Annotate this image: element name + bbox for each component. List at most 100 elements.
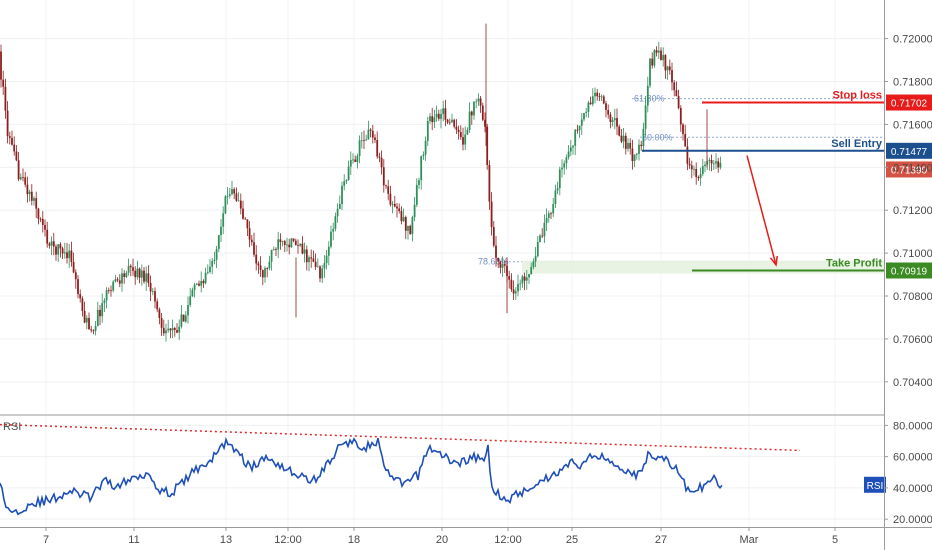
candle-body — [594, 92, 596, 97]
candle-body — [382, 167, 385, 186]
candle-body — [132, 267, 134, 271]
candle-body — [136, 268, 139, 278]
time-tick-label: 12:00 — [274, 534, 302, 546]
candle-body — [613, 118, 616, 121]
candle-body — [473, 101, 475, 116]
candle-body — [435, 113, 438, 118]
candle-body — [11, 137, 13, 145]
rsi-current-text: RSI — [867, 481, 884, 492]
candle-body — [352, 159, 354, 161]
candle-body — [48, 243, 51, 246]
time-tick-label: 27 — [655, 534, 667, 546]
candle-body — [541, 235, 544, 237]
candle-body — [92, 330, 95, 332]
candle-body — [52, 241, 55, 247]
candle-body — [393, 203, 396, 207]
candle-body — [162, 327, 165, 334]
candle-body — [110, 290, 112, 292]
trade-annotations: Stop loss 0.71702 Sell Entry 0.71477 Take Pr… — [642, 90, 932, 279]
rsi-tick-label: 40.0000 — [893, 483, 932, 495]
candle-body — [587, 102, 590, 112]
candle-body — [660, 50, 662, 61]
candle-body — [143, 270, 145, 282]
candle-body — [376, 139, 379, 157]
candle-body — [644, 105, 647, 129]
candle-body — [305, 249, 308, 263]
candle-body — [114, 279, 117, 282]
level-label: Take Profit — [826, 257, 882, 269]
candle-body — [701, 166, 704, 174]
candle-body — [217, 235, 220, 249]
level-label: Stop loss — [832, 90, 882, 102]
time-tick-label: Mar — [740, 534, 759, 546]
candle-body — [598, 96, 601, 98]
candle-body — [169, 328, 172, 331]
candle-body — [299, 243, 302, 246]
candle-body — [638, 144, 640, 154]
candle-body — [547, 213, 550, 219]
candle-body — [46, 229, 49, 244]
candle-body — [149, 282, 152, 292]
rsi-panel-label: RSI — [3, 421, 21, 433]
candle-body — [224, 196, 227, 214]
candle-body — [44, 224, 46, 230]
candle-body — [246, 219, 249, 229]
price-tick-label: 0.71600 — [893, 119, 932, 131]
candle-body — [591, 96, 594, 105]
candle-body — [602, 96, 605, 104]
candle-body — [253, 242, 255, 255]
candle-body — [677, 96, 680, 108]
candle-body — [167, 328, 170, 331]
candle-body — [356, 156, 359, 163]
candle-body — [182, 314, 185, 322]
candle-body — [105, 290, 108, 301]
candle-body — [565, 157, 568, 164]
candle-body — [39, 218, 42, 220]
candle-body — [178, 326, 181, 333]
candle-body — [79, 294, 82, 299]
candle-body — [57, 244, 60, 255]
candle-body — [589, 102, 592, 105]
candle-body — [495, 245, 497, 258]
candle-body — [574, 129, 577, 146]
price-tick-label: 0.70800 — [893, 291, 932, 303]
candle-body — [215, 248, 218, 260]
candle-body — [466, 129, 469, 135]
candle-body — [354, 159, 357, 163]
candle-body — [347, 166, 350, 181]
candle-body — [41, 218, 44, 225]
candle-body — [158, 309, 161, 319]
candle-body — [398, 208, 401, 212]
candle-body — [519, 283, 522, 285]
candle-body — [101, 303, 104, 317]
current-price-badge — [886, 161, 932, 178]
candle-body — [173, 327, 176, 331]
candle-body — [521, 276, 524, 284]
price-tick-label: 0.71800 — [893, 77, 932, 89]
candle-body — [8, 136, 11, 138]
candle-body — [418, 180, 420, 185]
candle-body — [189, 296, 192, 305]
candle-body — [30, 191, 33, 201]
candle-body — [673, 82, 676, 91]
candle-body — [61, 248, 64, 254]
candle-body — [195, 283, 198, 285]
candle-body — [6, 110, 9, 137]
candle-body — [686, 146, 689, 164]
fib-level-label: 50.00% — [642, 132, 673, 142]
rsi-tick-label: 20.0000 — [893, 514, 932, 526]
candle-body — [127, 265, 130, 273]
candle-body — [138, 268, 141, 278]
fib-level-label: 61.80% — [634, 94, 665, 104]
candle-body — [479, 98, 482, 106]
candle-body — [512, 289, 515, 294]
candle-body — [50, 241, 53, 246]
candle-body — [704, 164, 706, 167]
candle-body — [15, 151, 18, 161]
candle-body — [409, 225, 412, 235]
candle-body — [578, 125, 581, 131]
candle-body — [59, 244, 62, 249]
candle-body — [627, 143, 629, 149]
